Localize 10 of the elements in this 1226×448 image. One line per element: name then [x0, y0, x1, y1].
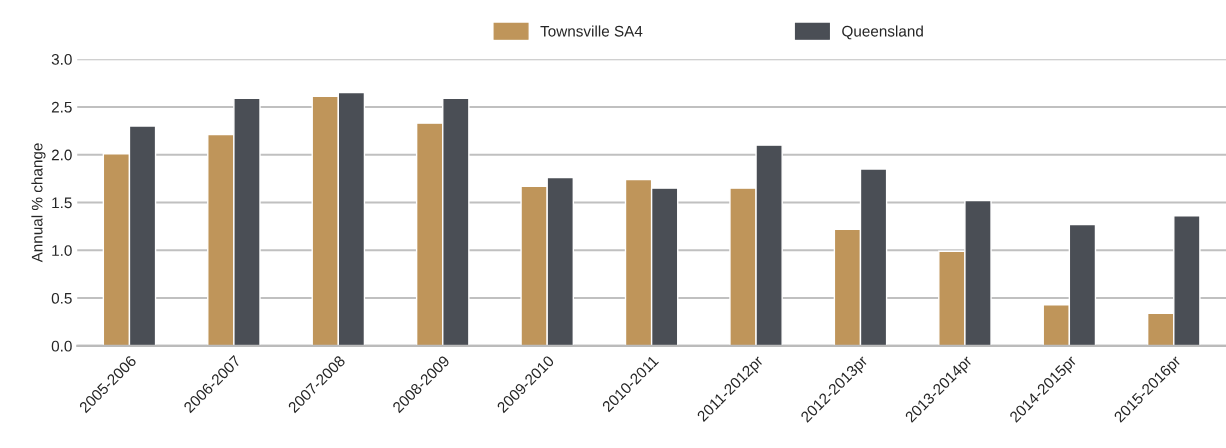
y-tick-label: 0.0 [51, 340, 72, 352]
legend-label: Queensland [842, 25, 923, 40]
y-tick-label: 0.5 [51, 292, 72, 304]
y-tick-label: 2.0 [51, 149, 72, 161]
y-axis-title: Annual % change [31, 143, 46, 263]
legend-label: Townsville SA4 [540, 25, 643, 37]
y-tick-label: 1.0 [52, 245, 72, 256]
y-tick-label: 3.0 [51, 54, 72, 65]
y-tick-label: 1.5 [52, 197, 72, 209]
y-tick-label: 2.5 [51, 101, 72, 113]
